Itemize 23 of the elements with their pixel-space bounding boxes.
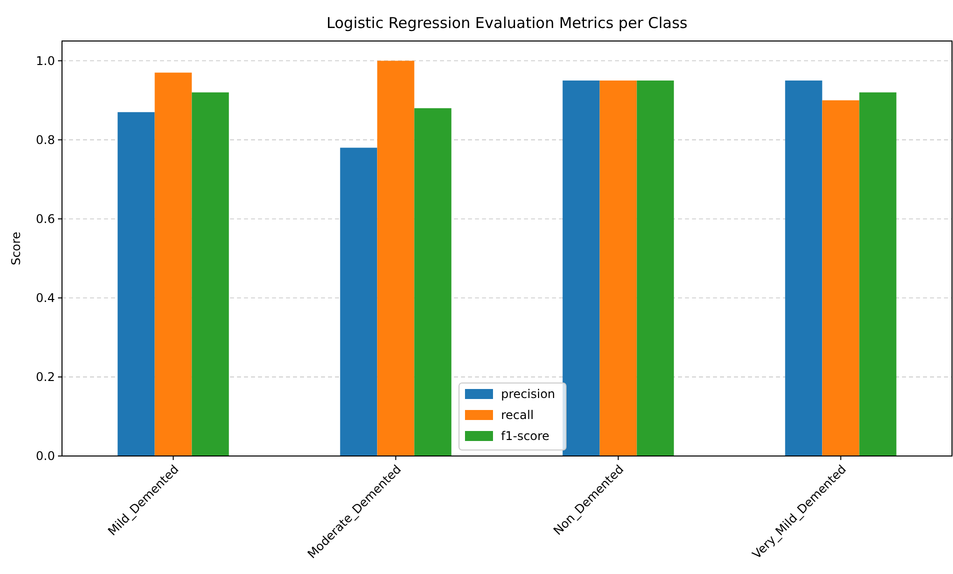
- bar: [822, 100, 860, 456]
- bar: [154, 72, 192, 456]
- y-tick-label: 0.4: [36, 291, 55, 306]
- chart-title: Logistic Regression Evaluation Metrics per Class: [326, 14, 688, 32]
- y-tick-label: 0.0: [36, 449, 55, 464]
- y-tick-label: 0.2: [36, 370, 55, 384]
- bar: [785, 80, 822, 456]
- y-axis-title: Score: [9, 232, 23, 266]
- legend-label: f1-score: [501, 429, 550, 444]
- bar: [562, 80, 600, 456]
- bar: [414, 108, 452, 456]
- bar: [192, 92, 229, 456]
- y-tick-label: 1.0: [36, 54, 55, 68]
- y-tick-label: 0.6: [36, 212, 55, 226]
- bar: [600, 80, 637, 456]
- y-tick-label: 0.8: [36, 133, 55, 148]
- bar: [859, 92, 896, 456]
- bar: [340, 148, 378, 456]
- bar: [377, 60, 414, 456]
- legend-label: recall: [501, 408, 534, 422]
- bar: [118, 112, 155, 456]
- bar: [636, 80, 674, 456]
- legend-label: precision: [501, 387, 556, 402]
